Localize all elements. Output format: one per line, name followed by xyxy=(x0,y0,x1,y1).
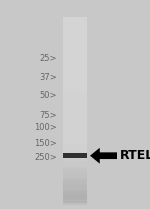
Bar xyxy=(63,117,87,120)
Bar xyxy=(63,155,87,163)
Bar xyxy=(63,154,87,158)
Bar xyxy=(63,141,87,145)
Bar xyxy=(63,177,87,180)
Text: 25>: 25> xyxy=(39,54,57,63)
Bar xyxy=(63,94,87,98)
Bar xyxy=(63,194,87,203)
Bar xyxy=(63,194,87,197)
Bar xyxy=(63,172,87,181)
Bar xyxy=(63,135,87,139)
Bar xyxy=(63,126,87,130)
Bar xyxy=(63,180,87,184)
Bar xyxy=(63,166,87,174)
Bar xyxy=(63,122,87,126)
Bar xyxy=(63,143,87,147)
Bar xyxy=(63,130,87,134)
Bar xyxy=(63,120,87,124)
Bar xyxy=(63,109,87,113)
Bar xyxy=(63,181,87,189)
Bar xyxy=(63,158,87,162)
Bar xyxy=(63,192,87,200)
Bar xyxy=(63,157,87,165)
Bar xyxy=(63,111,87,115)
Bar xyxy=(63,197,87,201)
Bar xyxy=(63,179,87,187)
Bar xyxy=(63,201,87,205)
Bar xyxy=(63,103,87,107)
Bar xyxy=(63,152,87,156)
Bar xyxy=(63,137,87,141)
Bar xyxy=(63,150,87,154)
Bar xyxy=(63,162,87,165)
Text: 50>: 50> xyxy=(39,90,57,100)
Bar xyxy=(63,98,87,102)
Bar xyxy=(63,196,87,205)
Bar xyxy=(63,119,87,122)
Bar xyxy=(63,190,87,194)
Bar xyxy=(63,168,87,176)
Bar xyxy=(63,175,87,183)
Bar xyxy=(63,90,87,94)
Bar xyxy=(63,188,87,196)
Bar xyxy=(63,167,87,171)
Bar xyxy=(63,132,87,135)
Bar xyxy=(63,160,87,163)
Text: 37>: 37> xyxy=(39,73,57,82)
Text: 150>: 150> xyxy=(34,139,57,148)
Bar xyxy=(63,188,87,192)
Bar xyxy=(63,145,87,149)
Bar xyxy=(63,185,87,194)
Bar xyxy=(63,171,87,175)
Bar xyxy=(63,190,87,198)
Bar xyxy=(63,165,87,169)
Bar xyxy=(63,178,87,182)
Bar xyxy=(63,161,87,170)
Bar xyxy=(63,192,87,195)
Text: RTEL1: RTEL1 xyxy=(120,149,150,162)
Bar xyxy=(63,124,87,128)
Bar xyxy=(63,115,87,119)
Bar xyxy=(63,100,87,103)
Bar xyxy=(63,182,87,186)
Bar xyxy=(63,156,87,160)
Bar xyxy=(63,170,87,178)
Bar xyxy=(63,96,87,100)
Bar xyxy=(63,92,87,96)
Bar xyxy=(63,153,87,158)
Bar xyxy=(63,175,87,178)
Bar xyxy=(63,128,87,132)
Bar xyxy=(63,107,87,111)
Bar xyxy=(63,163,87,167)
Bar xyxy=(63,102,87,105)
Bar xyxy=(63,17,87,205)
Bar xyxy=(63,177,87,185)
Bar xyxy=(63,113,87,117)
Text: 100>: 100> xyxy=(34,123,57,132)
Bar xyxy=(63,184,87,188)
Bar xyxy=(63,147,87,150)
Bar xyxy=(63,159,87,167)
Bar xyxy=(63,134,87,137)
Bar xyxy=(63,163,87,172)
Bar xyxy=(63,199,87,203)
Bar xyxy=(63,105,87,109)
Bar xyxy=(63,148,87,152)
Polygon shape xyxy=(90,148,117,164)
Bar xyxy=(63,173,87,177)
Text: 250>: 250> xyxy=(34,153,57,162)
Bar xyxy=(63,186,87,190)
Bar xyxy=(63,183,87,192)
Bar xyxy=(63,195,87,199)
Bar xyxy=(63,139,87,143)
Text: 75>: 75> xyxy=(39,111,57,121)
Bar xyxy=(63,169,87,173)
